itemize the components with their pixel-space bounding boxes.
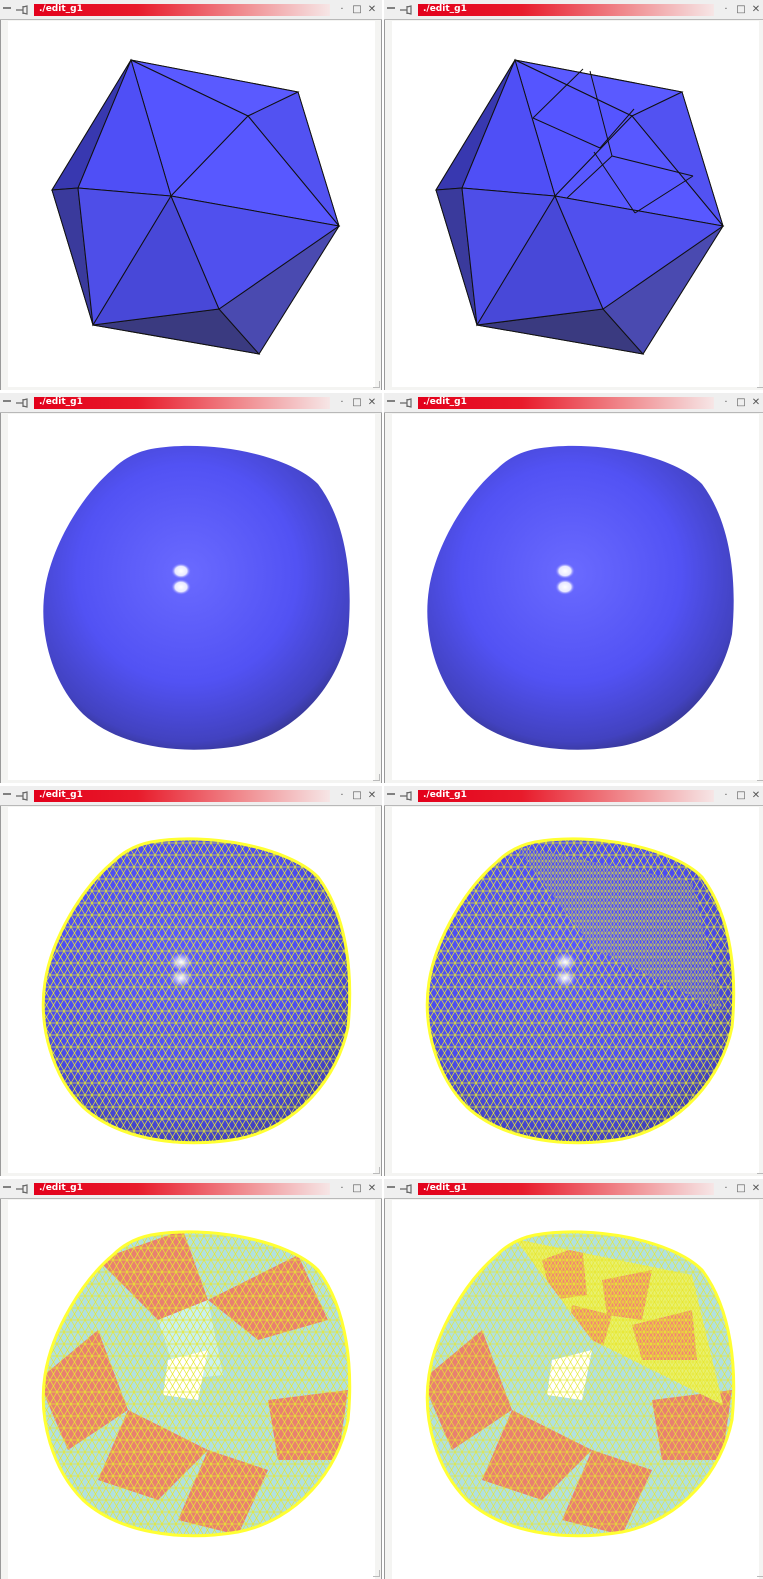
window-titlebar[interactable]: ./edit_g1 · □ ✕ (0, 786, 382, 806)
window-titlebar[interactable]: ./edit_g1 · □ ✕ (0, 1179, 382, 1199)
render-viewport[interactable] (8, 414, 375, 780)
window-title-bar-field: ./edit_g1 (418, 4, 714, 16)
menu-icon[interactable] (387, 7, 395, 9)
window-title: ./edit_g1 (39, 4, 83, 14)
resize-grip[interactable] (373, 1570, 380, 1577)
menu-icon[interactable] (3, 793, 11, 795)
maximize-button[interactable]: □ (352, 4, 362, 15)
window-titlebar[interactable]: ./edit_g1 · □ ✕ (384, 0, 763, 20)
render-viewport[interactable] (392, 21, 759, 387)
minimize-button[interactable]: · (724, 4, 728, 15)
close-button[interactable]: ✕ (367, 4, 377, 15)
menu-icon[interactable] (387, 1186, 395, 1188)
window-wireframe-mesh: ./edit_g1 · □ ✕ (0, 786, 382, 1176)
window-refined-icosahedron: ./edit_g1 · □ ✕ (384, 0, 763, 390)
pin-icon[interactable] (398, 3, 414, 17)
minimize-button[interactable]: · (340, 397, 344, 408)
window-title: ./edit_g1 (423, 1183, 467, 1193)
window-title-bar-field: ./edit_g1 (418, 397, 714, 409)
window-title-bar-field: ./edit_g1 (418, 1183, 714, 1195)
window-titlebar[interactable]: ./edit_g1 · □ ✕ (0, 393, 382, 413)
adaptive-wireframe-mesh-render (425, 837, 736, 1145)
close-button[interactable]: ✕ (751, 790, 761, 801)
pin-icon[interactable] (14, 396, 30, 410)
window-smooth-surface: ./edit_g1 · □ ✕ (0, 393, 382, 783)
window-title-bar-field: ./edit_g1 (34, 397, 330, 409)
close-button[interactable]: ✕ (367, 790, 377, 801)
pin-icon[interactable] (398, 396, 414, 410)
render-viewport[interactable] (392, 807, 759, 1173)
close-button[interactable]: ✕ (751, 4, 761, 15)
resize-grip[interactable] (757, 1167, 763, 1174)
minimize-button[interactable]: · (340, 790, 344, 801)
resize-grip[interactable] (757, 774, 763, 781)
pin-icon[interactable] (14, 1182, 30, 1196)
maximize-button[interactable]: □ (352, 790, 362, 801)
pin-icon[interactable] (398, 789, 414, 803)
patch-colored-adaptive-mesh-render (425, 1230, 736, 1538)
smooth-surface-render (43, 445, 350, 750)
window-titlebar[interactable]: ./edit_g1 · □ ✕ (384, 786, 763, 806)
window-title-bar-field: ./edit_g1 (418, 790, 714, 802)
render-viewport[interactable] (392, 414, 759, 780)
window-title-bar-field: ./edit_g1 (34, 790, 330, 802)
minimize-button[interactable]: · (724, 397, 728, 408)
maximize-button[interactable]: □ (736, 4, 746, 15)
resize-grip[interactable] (373, 774, 380, 781)
render-viewport[interactable] (8, 807, 375, 1173)
menu-icon[interactable] (3, 7, 11, 9)
minimize-button[interactable]: · (724, 1183, 728, 1194)
maximize-button[interactable]: □ (352, 1183, 362, 1194)
window-coarse-icosahedron: ./edit_g1 · □ ✕ (0, 0, 382, 390)
menu-icon[interactable] (3, 400, 11, 402)
maximize-button[interactable]: □ (352, 397, 362, 408)
render-viewport[interactable] (392, 1200, 759, 1579)
maximize-button[interactable]: □ (736, 790, 746, 801)
resize-grip[interactable] (373, 381, 380, 388)
menu-icon[interactable] (387, 400, 395, 402)
window-titlebar[interactable]: ./edit_g1 · □ ✕ (384, 1179, 763, 1199)
maximize-button[interactable]: □ (736, 397, 746, 408)
window-title: ./edit_g1 (39, 790, 83, 800)
pin-icon[interactable] (14, 789, 30, 803)
window-title: ./edit_g1 (39, 1183, 83, 1193)
window-titlebar[interactable]: ./edit_g1 · □ ✕ (0, 0, 382, 20)
resize-grip[interactable] (757, 1570, 763, 1577)
window-patch-colored-adaptive-mesh: ./edit_g1 · □ ✕ (384, 1179, 763, 1579)
refined-icosahedron-render (435, 58, 725, 355)
minimize-button[interactable]: · (340, 1183, 344, 1194)
maximize-button[interactable]: □ (736, 1183, 746, 1194)
resize-grip[interactable] (757, 381, 763, 388)
minimize-button[interactable]: · (724, 790, 728, 801)
minimize-button[interactable]: · (340, 4, 344, 15)
window-patch-colored-mesh: ./edit_g1 · □ ✕ (0, 1179, 382, 1579)
pin-icon[interactable] (14, 3, 30, 17)
close-button[interactable]: ✕ (751, 1183, 761, 1194)
window-adaptive-wireframe-mesh: ./edit_g1 · □ ✕ (384, 786, 763, 1176)
window-title-bar-field: ./edit_g1 (34, 4, 330, 16)
window-title-bar-field: ./edit_g1 (34, 1183, 330, 1195)
menu-icon[interactable] (387, 793, 395, 795)
window-title: ./edit_g1 (423, 790, 467, 800)
window-smooth-surface-refined: ./edit_g1 · □ ✕ (384, 393, 763, 783)
render-viewport[interactable] (8, 21, 375, 387)
close-button[interactable]: ✕ (367, 1183, 377, 1194)
close-button[interactable]: ✕ (751, 397, 761, 408)
wireframe-mesh-render (41, 837, 352, 1145)
window-title: ./edit_g1 (423, 4, 467, 14)
patch-colored-mesh-render (41, 1230, 352, 1538)
coarse-icosahedron-render (51, 58, 341, 355)
menu-icon[interactable] (3, 1186, 11, 1188)
window-title: ./edit_g1 (39, 397, 83, 407)
pin-icon[interactable] (398, 1182, 414, 1196)
window-title: ./edit_g1 (423, 397, 467, 407)
close-button[interactable]: ✕ (367, 397, 377, 408)
window-titlebar[interactable]: ./edit_g1 · □ ✕ (384, 393, 763, 413)
resize-grip[interactable] (373, 1167, 380, 1174)
render-viewport[interactable] (8, 1200, 375, 1579)
smooth-surface-refined-render (427, 445, 734, 750)
